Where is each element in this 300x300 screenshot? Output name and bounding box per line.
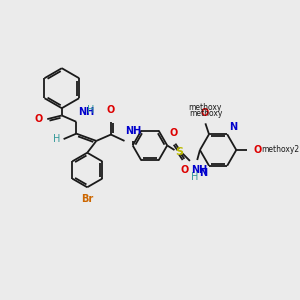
Text: methoxy: methoxy bbox=[190, 109, 223, 118]
Text: N: N bbox=[199, 169, 207, 178]
Text: methoxy2: methoxy2 bbox=[261, 146, 299, 154]
Text: H: H bbox=[191, 172, 198, 182]
Text: NH: NH bbox=[78, 107, 94, 117]
Text: NH: NH bbox=[191, 164, 207, 175]
Text: O: O bbox=[107, 106, 115, 116]
Text: N: N bbox=[229, 122, 237, 131]
Text: H: H bbox=[87, 105, 94, 115]
Text: S: S bbox=[175, 147, 183, 157]
Text: Br: Br bbox=[81, 194, 93, 204]
Text: O: O bbox=[200, 108, 208, 118]
Text: O: O bbox=[169, 128, 178, 138]
Text: O: O bbox=[254, 145, 262, 155]
Text: O: O bbox=[180, 165, 189, 176]
Text: methoxy: methoxy bbox=[189, 103, 222, 112]
Text: NH: NH bbox=[125, 126, 142, 136]
Text: H: H bbox=[52, 134, 60, 144]
Text: O: O bbox=[34, 114, 43, 124]
